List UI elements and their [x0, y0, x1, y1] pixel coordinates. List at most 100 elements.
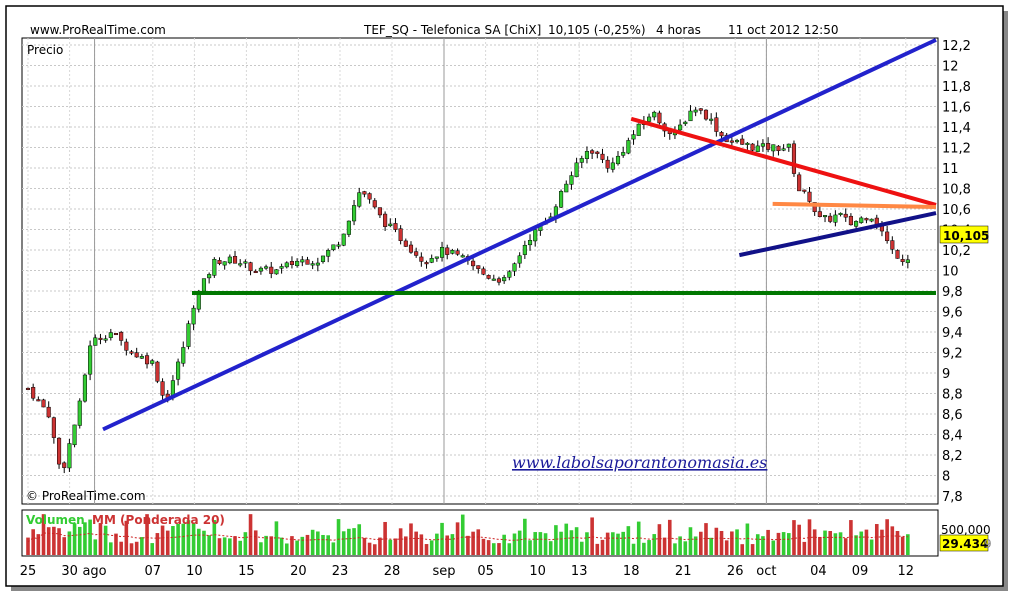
y-tick-label: 7,8	[942, 490, 963, 505]
volume-bar	[103, 525, 108, 555]
volume-bar	[781, 532, 786, 555]
candle-body	[227, 256, 232, 264]
candle-body	[139, 356, 144, 359]
volume-bar	[129, 543, 134, 555]
y-tick-label: 8,2	[942, 449, 963, 464]
candle-body	[584, 151, 590, 159]
x-tick-label: 25	[20, 564, 37, 579]
volume-bar	[176, 523, 180, 555]
volume-bar	[854, 535, 858, 555]
volume-bar	[787, 533, 791, 555]
candle-body	[352, 205, 357, 222]
volume-bar	[611, 532, 615, 555]
volume-bar	[719, 530, 724, 555]
candle-body	[595, 151, 600, 154]
volume-bar	[409, 523, 413, 555]
volume-bar	[171, 526, 175, 555]
candle-body	[367, 193, 372, 200]
volume-bar	[217, 538, 222, 555]
volume-bar	[704, 523, 708, 555]
y-tick-label: 8	[942, 470, 950, 485]
candle-body	[403, 240, 408, 247]
candle-body	[186, 323, 191, 347]
candle-body	[408, 244, 414, 253]
volume-tick-label: 500,000	[941, 523, 991, 537]
triangle-support-line	[738, 211, 937, 258]
volume-bar	[792, 520, 796, 555]
volume-bar	[62, 537, 67, 555]
x-axis-band	[22, 558, 938, 580]
candle-body	[232, 256, 238, 264]
volume-bar	[476, 529, 481, 555]
volume-bar	[714, 527, 719, 555]
candle-body	[460, 255, 465, 258]
price-grid	[22, 38, 938, 504]
volume-bar	[165, 530, 170, 555]
x-tick-label: ago	[82, 564, 106, 579]
candle-body	[258, 267, 263, 272]
volume-bar	[181, 523, 186, 555]
x-tick-label: 12	[897, 564, 914, 579]
candle-body	[507, 271, 512, 278]
candle-body	[119, 332, 124, 341]
volume-bar	[316, 531, 320, 555]
x-tick-label: 26	[727, 564, 744, 579]
volume-bar	[548, 541, 553, 555]
candle-body	[481, 268, 486, 275]
volume-bar	[186, 520, 191, 555]
candle-body	[191, 307, 196, 325]
volume-bar	[372, 544, 377, 555]
volume-bar	[543, 533, 548, 555]
y-tick-label: 11,2	[942, 142, 971, 157]
x-tick-label: oct	[756, 564, 776, 579]
x-tick-label: 09	[852, 564, 869, 579]
candle-body	[398, 228, 403, 241]
volume-bar	[207, 535, 211, 555]
current-price-label: 10,105	[943, 229, 989, 243]
volume-bar	[569, 530, 574, 555]
volume-bar	[357, 524, 362, 555]
candle-body	[295, 260, 300, 266]
current-price-box	[939, 225, 989, 244]
x-tick-label: 10	[529, 564, 546, 579]
volume-bar	[626, 526, 631, 555]
watermark-link[interactable]: www.labolsaporantonomasia.es	[512, 453, 767, 472]
volume-bar	[523, 518, 527, 555]
candle-body	[905, 259, 910, 263]
volume-bar	[238, 540, 242, 555]
volume-bar	[605, 532, 610, 555]
candle-body	[822, 215, 828, 218]
candle-body	[269, 266, 274, 274]
candle-body	[776, 145, 781, 151]
candle-body	[150, 360, 155, 364]
volume-bar	[849, 520, 853, 555]
volume-bar	[678, 536, 682, 555]
volume-bar	[657, 524, 662, 555]
volume-bar	[636, 521, 641, 555]
volume-bar	[776, 532, 781, 555]
candle-body	[590, 150, 595, 154]
volume-bar	[233, 536, 237, 555]
y-tick-label: 12,2	[942, 39, 971, 54]
volume-bar	[838, 532, 843, 555]
candle-body	[207, 274, 212, 279]
candle-body	[176, 361, 181, 380]
candle-body	[93, 337, 98, 346]
volume-bar	[109, 542, 113, 555]
volume-bar	[699, 531, 703, 555]
site-name: www.ProRealTime.com	[30, 23, 166, 37]
downtrend-line	[630, 116, 937, 207]
volume-bar	[533, 532, 538, 555]
y-tick-label: 8,6	[942, 408, 963, 423]
candle-body	[253, 271, 258, 274]
x-tick-label: 13	[571, 564, 588, 579]
volume-bar	[466, 535, 470, 555]
volume-bar	[595, 543, 600, 555]
volume-bar	[486, 540, 491, 555]
volume-bar	[724, 540, 729, 555]
volume-bar	[574, 527, 579, 555]
volume-bar	[807, 519, 812, 555]
volume-bar	[450, 534, 455, 555]
volume-bar	[336, 519, 341, 555]
candle-body	[414, 251, 419, 256]
